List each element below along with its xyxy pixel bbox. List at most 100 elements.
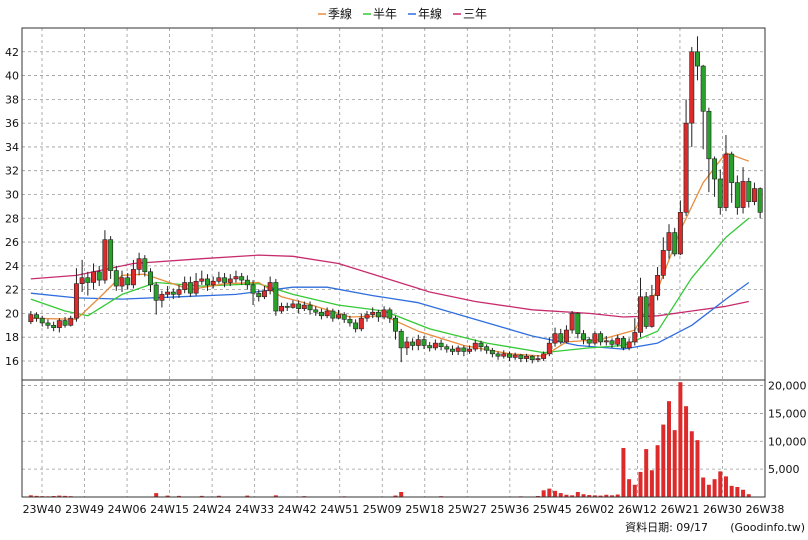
candle-body	[387, 309, 393, 319]
candle	[598, 331, 604, 346]
candle	[398, 328, 404, 363]
volume-bar	[621, 447, 626, 497]
candle	[313, 306, 319, 316]
candle	[501, 350, 507, 359]
candle-body	[68, 317, 74, 326]
plot-frame	[21, 27, 766, 498]
candle-body	[734, 182, 740, 208]
candle	[746, 177, 752, 208]
candle-body	[250, 284, 256, 294]
candle-body	[598, 333, 604, 343]
candle-body	[620, 338, 626, 349]
candle-body	[176, 289, 182, 295]
price-tick-label: 16	[5, 355, 19, 368]
candle-body	[489, 349, 495, 355]
candle	[484, 344, 490, 354]
volume-bar	[661, 424, 666, 497]
price-tick-label: 20	[5, 307, 19, 320]
candle-body	[56, 320, 62, 328]
candle-body	[438, 342, 444, 348]
candle-body	[45, 322, 51, 326]
candle	[153, 282, 159, 315]
candle-body	[695, 51, 700, 67]
candle	[489, 347, 495, 358]
legend-label: 季線	[328, 6, 352, 21]
candle-body	[683, 122, 689, 213]
candle	[393, 315, 398, 340]
source-label: (Goodinfo.tw)	[730, 521, 805, 534]
candle	[615, 334, 621, 347]
candle-body	[91, 271, 96, 283]
candle-body	[170, 291, 176, 295]
candle	[410, 338, 416, 351]
volume-tick-label: 15,000	[768, 407, 807, 420]
candle-body	[558, 333, 564, 343]
volume-bar	[746, 494, 751, 497]
candle	[96, 265, 102, 287]
candle-body	[512, 354, 518, 358]
volume-bar	[558, 493, 563, 497]
candle-body	[324, 310, 330, 317]
candle	[717, 169, 723, 215]
candle	[541, 351, 547, 361]
candle-body	[666, 232, 672, 251]
candle	[290, 300, 296, 309]
candle-body	[193, 280, 199, 294]
candle	[712, 156, 718, 197]
candle	[723, 135, 729, 212]
volume-bar	[706, 484, 711, 497]
candle-body	[187, 282, 193, 294]
candle	[210, 276, 216, 289]
candle	[79, 259, 85, 292]
candle	[318, 308, 324, 320]
price-tick-label: 26	[5, 236, 19, 249]
candle	[427, 341, 433, 352]
candle	[353, 319, 359, 333]
legend-label: 年線	[418, 6, 442, 21]
candle	[113, 265, 119, 291]
candle	[358, 313, 364, 332]
candle	[569, 311, 575, 334]
candle-body	[524, 355, 530, 359]
candle-body	[398, 330, 404, 349]
candle	[672, 227, 678, 257]
candle	[119, 270, 125, 292]
candle	[102, 230, 108, 284]
volume-bar	[638, 471, 643, 497]
candle-body	[655, 275, 661, 296]
candle	[432, 339, 438, 351]
volume-bar	[729, 485, 734, 497]
candle-body	[358, 317, 364, 330]
volume-tick-label: 10,000	[768, 435, 807, 448]
candle	[586, 337, 592, 347]
candle	[136, 252, 142, 276]
candle-body	[712, 158, 718, 180]
candle-body	[529, 355, 535, 361]
x-tick-label: 24W51	[320, 503, 359, 516]
candle	[341, 312, 347, 323]
candle-body	[472, 342, 478, 350]
candle	[39, 315, 45, 327]
x-tick-label: 23W40	[23, 503, 62, 516]
candle	[706, 107, 712, 193]
volume-bar	[154, 493, 159, 497]
candle-body	[222, 277, 228, 283]
candle	[757, 187, 763, 219]
candle	[199, 270, 205, 285]
candle-body	[740, 181, 746, 208]
volume-bar	[57, 495, 62, 497]
candle-body	[717, 178, 723, 208]
volume-bar	[51, 495, 56, 497]
x-tick-label: 25W36	[490, 503, 529, 516]
x-tick-label: 24W42	[278, 503, 317, 516]
grid-lines	[22, 28, 766, 497]
candle	[273, 278, 279, 316]
candle-body	[484, 346, 490, 351]
candle	[324, 307, 330, 319]
candle	[250, 280, 256, 306]
x-tick-label: 24W33	[235, 503, 274, 516]
candle-body	[375, 311, 381, 318]
price-tick-label: 34	[5, 141, 19, 154]
x-tick-label: 26W12	[618, 503, 657, 516]
candle	[467, 345, 473, 354]
